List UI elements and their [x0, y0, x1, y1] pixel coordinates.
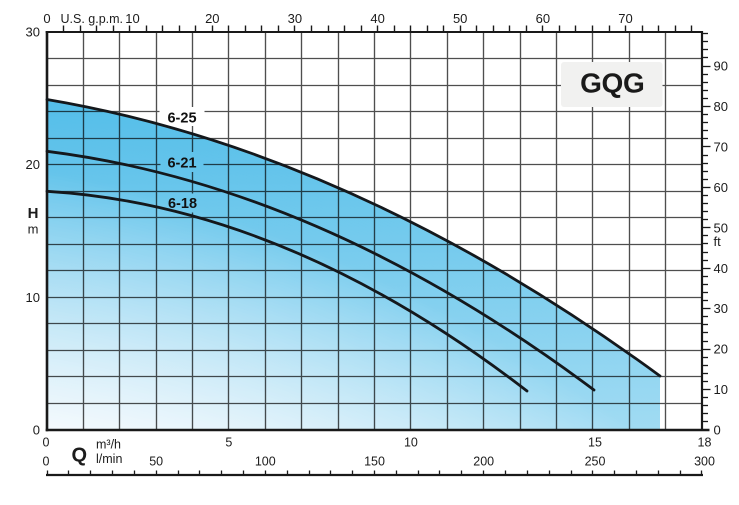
svg-text:200: 200 [473, 455, 494, 469]
svg-text:5: 5 [225, 436, 232, 450]
svg-text:H: H [28, 205, 39, 222]
svg-text:50: 50 [149, 455, 163, 469]
svg-text:GQG: GQG [580, 68, 644, 99]
svg-text:l/min: l/min [96, 452, 122, 466]
svg-text:70: 70 [714, 139, 728, 154]
svg-text:150: 150 [364, 455, 385, 469]
svg-text:20: 20 [714, 342, 728, 357]
svg-text:50: 50 [453, 11, 467, 26]
svg-text:m: m [28, 222, 39, 237]
svg-text:15: 15 [588, 436, 602, 450]
svg-text:90: 90 [714, 59, 728, 74]
svg-text:50: 50 [714, 220, 728, 235]
svg-text:70: 70 [618, 11, 632, 26]
svg-text:60: 60 [714, 180, 728, 195]
svg-text:6-21: 6-21 [167, 156, 196, 172]
svg-text:6-18: 6-18 [168, 196, 197, 212]
svg-text:6-25: 6-25 [167, 111, 196, 127]
svg-text:0: 0 [43, 455, 50, 469]
svg-text:20: 20 [205, 11, 219, 26]
svg-text:U.S. g.p.m.: U.S. g.p.m. [61, 12, 124, 26]
svg-text:10: 10 [404, 436, 418, 450]
svg-text:18: 18 [698, 436, 712, 450]
svg-text:m³/h: m³/h [96, 438, 121, 452]
svg-text:10: 10 [125, 11, 139, 26]
svg-text:Q: Q [72, 445, 88, 467]
svg-text:ft: ft [714, 234, 722, 249]
svg-text:40: 40 [714, 261, 728, 276]
svg-text:30: 30 [26, 25, 40, 40]
svg-text:250: 250 [585, 455, 606, 469]
svg-text:60: 60 [536, 11, 550, 26]
svg-text:100: 100 [255, 455, 276, 469]
svg-text:30: 30 [714, 301, 728, 316]
svg-text:0: 0 [43, 11, 50, 26]
svg-text:10: 10 [714, 382, 728, 397]
svg-text:0: 0 [33, 423, 40, 438]
svg-text:300: 300 [694, 455, 715, 469]
svg-text:20: 20 [26, 157, 40, 172]
svg-text:30: 30 [288, 11, 302, 26]
svg-text:80: 80 [714, 99, 728, 114]
svg-text:40: 40 [370, 11, 384, 26]
svg-text:10: 10 [26, 290, 40, 305]
svg-text:0: 0 [714, 423, 721, 438]
svg-text:0: 0 [43, 436, 50, 450]
